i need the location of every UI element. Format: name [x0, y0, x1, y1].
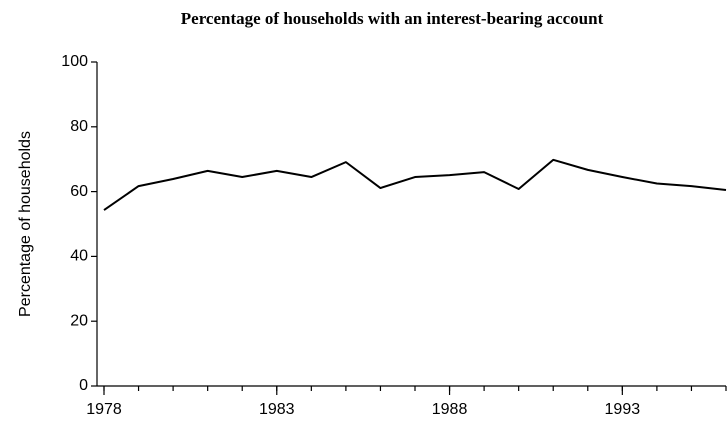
- y-tick-label: 60: [70, 183, 88, 200]
- x-tick-label: 1978: [86, 401, 122, 418]
- y-tick-label: 40: [70, 248, 88, 265]
- y-axis-label: Percentage of households: [17, 131, 34, 317]
- chart-title: Percentage of households with an interes…: [181, 9, 604, 28]
- y-tick-label: 100: [61, 53, 88, 70]
- y-tick-label: 20: [70, 312, 88, 329]
- y-tick-label: 0: [79, 377, 88, 394]
- x-tick-label: 1993: [605, 401, 641, 418]
- x-tick-label: 1983: [259, 401, 295, 418]
- y-tick-label: 80: [70, 118, 88, 135]
- data-line: [103, 158, 727, 211]
- x-tick-label: 1988: [432, 401, 468, 418]
